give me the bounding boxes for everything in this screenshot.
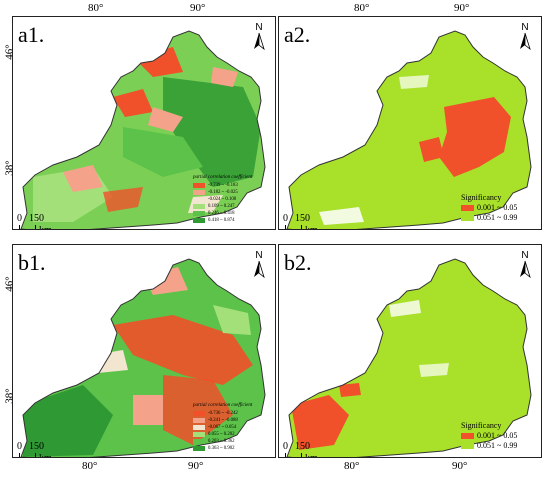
map-panel-a1: a1. N 0 150 km partial correlation coeff…: [12, 16, 276, 230]
legend-b1: partial correlation coefficient -0.736 ~…: [193, 402, 269, 452]
north-arrow-a1: N: [251, 22, 267, 51]
region-map-a1: [20, 30, 266, 229]
north-label: N: [521, 22, 529, 33]
north-label: N: [255, 22, 263, 33]
lon-tick-bottom-80-right: 80°: [344, 460, 360, 472]
lon-tick-bottom-80-left: 80°: [82, 460, 98, 472]
legend-label: -0.739 ~ -0.183: [208, 183, 238, 188]
legend-swatch: [193, 439, 205, 444]
legend-label: 0.109 ~ 0.247: [208, 204, 235, 209]
legend-swatch: [461, 205, 474, 211]
scale-distance: 150: [29, 441, 44, 452]
panel-label-a2: a2.: [284, 22, 311, 47]
lon-tick-bottom-90-right: 90°: [452, 460, 468, 472]
legend-label: -0.087 ~ 0.054: [208, 425, 237, 430]
legend-label: -0.182 ~ -0.025: [208, 190, 238, 195]
legend-title: partial correlation coefficient: [193, 175, 253, 180]
scale-bar-line: [285, 453, 302, 457]
map-panel-b2: b2. N 0 150 km Significancy 0.001 ~ 0.05…: [278, 244, 542, 458]
legend-title: partial correlation coefficient: [193, 403, 253, 408]
scale-bar-line: [19, 453, 36, 457]
legend-swatch: [193, 211, 205, 216]
legend-swatch: [461, 215, 474, 221]
panel-label-b1: b1.: [18, 250, 46, 275]
legend-swatch: [193, 432, 205, 437]
scale-zero: 0: [17, 441, 22, 452]
legend-swatch: [193, 190, 205, 195]
legend-swatch: [193, 425, 205, 430]
legend-label: 0.418 ~ 0.874: [208, 218, 235, 223]
legend-label: 0.203 ~ 0.362: [208, 439, 235, 444]
legend-label: 0.055 ~ 0.202: [208, 432, 235, 437]
scale-unit: km: [305, 454, 318, 458]
legend-swatch: [461, 433, 474, 439]
lon-tick-top-90-left: 90°: [190, 2, 206, 14]
legend-label: 0.051 ~ 0.99: [477, 213, 518, 222]
scale-unit: km: [39, 454, 52, 458]
north-label: N: [255, 250, 263, 261]
legend-label: 0.246 ~ 0.418: [208, 211, 235, 216]
legend-a1: partial correlation coefficient -0.739 ~…: [193, 174, 269, 224]
north-arrow-icon: [254, 260, 265, 279]
legend-swatch: [193, 183, 205, 188]
legend-a2: Significancy 0.001 ~ 0.05 0.051 ~ 0.99: [461, 193, 541, 223]
panel-label-a1: a1.: [18, 22, 45, 47]
legend-title: Significancy: [461, 193, 502, 202]
legend-swatch: [193, 204, 205, 209]
legend-b2: Significancy 0.001 ~ 0.05 0.051 ~ 0.99: [461, 421, 541, 451]
legend-swatch: [461, 443, 474, 449]
lon-tick-bottom-90-left: 90°: [188, 460, 204, 472]
lon-tick-top-80-right: 80°: [354, 2, 370, 14]
scale-distance: 150: [295, 441, 310, 452]
legend-label: -0.024 ~ 0.108: [208, 197, 237, 202]
lon-tick-top-90-right: 90°: [454, 2, 470, 14]
north-label: N: [521, 250, 529, 261]
legend-swatch: [193, 418, 205, 423]
legend-swatch: [193, 218, 205, 223]
north-arrow-b1: N: [251, 250, 267, 279]
north-arrow-a2: N: [517, 22, 533, 51]
scale-zero: 0: [283, 441, 288, 452]
north-arrow-icon: [520, 260, 531, 279]
map-panel-b1: b1. N 0 150 km partial correlation coeff…: [12, 244, 276, 458]
north-arrow-b2: N: [517, 250, 533, 279]
scale-zero: 0: [283, 213, 288, 224]
legend-swatch: [193, 411, 205, 416]
north-arrow-icon: [520, 32, 531, 51]
scale-bar-line: [19, 225, 36, 229]
legend-label: 0.001 ~ 0.05: [477, 203, 518, 212]
region-map-a2: [286, 30, 532, 229]
region-map-b1: [20, 258, 266, 457]
scale-distance: 150: [295, 213, 310, 224]
panel-label-b2: b2.: [284, 250, 312, 275]
scale-unit: km: [305, 226, 318, 230]
region-map-b2: [286, 258, 532, 457]
legend-label: -0.241 ~ -0.088: [208, 418, 238, 423]
legend-title: Significancy: [461, 421, 502, 430]
scale-zero: 0: [17, 213, 22, 224]
legend-label: 0.363 ~ 0.902: [208, 446, 235, 451]
scale-unit: km: [39, 226, 52, 230]
north-arrow-icon: [254, 32, 265, 51]
legend-swatch: [193, 197, 205, 202]
legend-label: -0.736 ~ -0.242: [208, 411, 238, 416]
scale-distance: 150: [29, 213, 44, 224]
legend-label: 0.001 ~ 0.05: [477, 431, 518, 440]
scale-bar-line: [285, 225, 302, 229]
lon-tick-top-80-left: 80°: [88, 2, 104, 14]
legend-swatch: [193, 446, 205, 451]
map-panel-a2: a2. N 0 150 km Significancy 0.001 ~ 0.05…: [278, 16, 542, 230]
legend-label: 0.051 ~ 0.99: [477, 441, 518, 450]
